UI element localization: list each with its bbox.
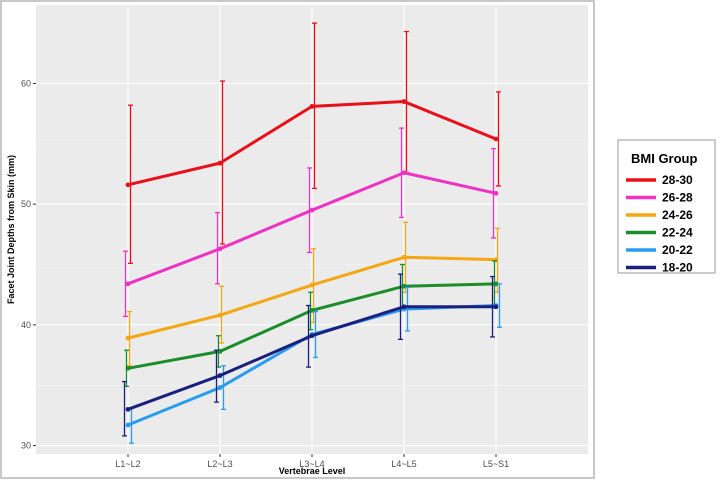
legend-label: 26-28 [662,191,693,205]
data-point [493,281,499,287]
data-point [125,281,131,287]
data-point [217,312,223,318]
y-tick-label: 30 [21,441,31,451]
x-tick-label: L4~L5 [391,459,416,469]
legend-label: 24-26 [662,208,693,222]
series-28-30 [125,22,501,264]
x-tick-label: L3~L4 [299,459,324,469]
data-point [401,254,407,260]
data-point [401,99,407,104]
y-tick-label: 40 [21,320,31,330]
data-point [493,136,499,142]
legend: BMI Group 28-30 26-28 24-26 22-24 20-22 18-20 [617,139,716,275]
y-tick-label: 60 [21,78,31,88]
data-point [125,182,131,188]
data-point [217,385,223,391]
legend-label: 18-20 [662,261,693,275]
y-tick-label: 50 [21,199,31,209]
legend-label: 20-22 [662,243,693,257]
legend-label: 28-30 [662,173,693,187]
x-tick-label: L1~L2 [115,459,140,469]
data-point [217,373,223,378]
data-point [217,160,223,166]
series-18-20 [122,273,499,437]
data-point [401,170,407,176]
data-point [309,103,315,109]
data-point [309,282,315,288]
data-point [309,207,315,213]
plot-area: 30 40 50 60 L1~L2 L2~L3 L3~L4 L4~L5 L5~S1 Vertebr… [6,5,588,476]
series-26-28 [123,127,499,318]
data-point [125,422,131,428]
data-point [125,365,131,371]
legend-title: BMI Group [631,151,697,166]
series-22-24 [124,260,499,388]
data-point [125,335,131,341]
data-point [125,406,131,412]
series-24-26 [125,221,500,367]
x-axis-title: Vertebrae Level [279,466,346,476]
data-point [401,304,407,310]
legend-label: 22-24 [662,226,693,240]
x-tick-label: L5~S1 [483,459,509,469]
data-point [493,304,499,310]
data-point [493,190,499,196]
y-axis-title: Facet Joint Depths from Skin (mm) [6,155,16,304]
x-tick-label: L2~L3 [207,459,232,469]
data-point [217,246,223,252]
data-point [309,333,315,339]
